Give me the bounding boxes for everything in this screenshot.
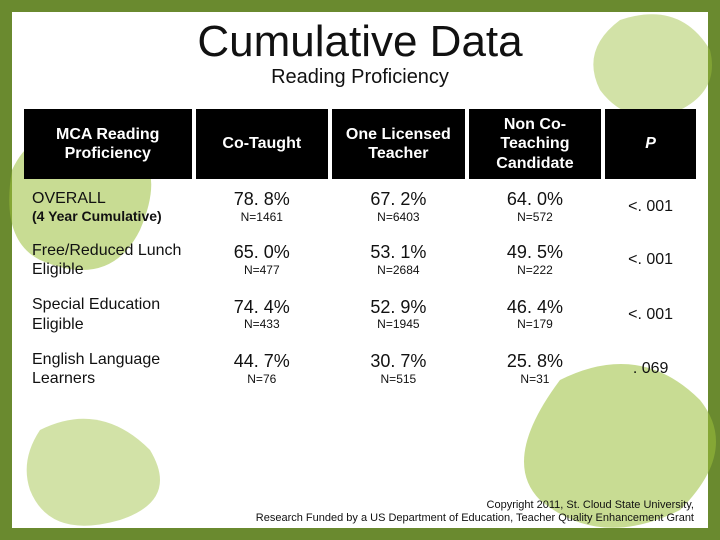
col-header-co-taught: Co-Taught [196, 109, 329, 179]
table-row: Special Education Eligible 74. 4% N=433 … [24, 289, 696, 339]
cell-one-licensed: 30. 7% N=515 [332, 344, 465, 394]
page-title: Cumulative Data [20, 20, 700, 64]
col-header-p: P [605, 109, 696, 179]
row-label: Special Education Eligible [24, 289, 192, 339]
table-header-row: MCA Reading Proficiency Co-Taught One Li… [24, 109, 696, 179]
cell-co-taught: 65. 0% N=477 [196, 235, 329, 285]
table-row: Free/Reduced Lunch Eligible 65. 0% N=477… [24, 235, 696, 285]
cell-non-co-teaching: 64. 0% N=572 [469, 183, 602, 231]
cell-p: <. 001 [605, 183, 696, 231]
cell-one-licensed: 67. 2% N=6403 [332, 183, 465, 231]
table-row: OVERALL (4 Year Cumulative) 78. 8% N=146… [24, 183, 696, 231]
cell-co-taught: 44. 7% N=76 [196, 344, 329, 394]
cell-one-licensed: 52. 9% N=1945 [332, 289, 465, 339]
cell-co-taught: 74. 4% N=433 [196, 289, 329, 339]
proficiency-table: MCA Reading Proficiency Co-Taught One Li… [20, 105, 700, 398]
cell-p: <. 001 [605, 235, 696, 285]
cell-non-co-teaching: 25. 8% N=31 [469, 344, 602, 394]
footer-line2: Research Funded by a US Department of Ed… [20, 512, 694, 526]
row-label: OVERALL (4 Year Cumulative) [24, 183, 192, 231]
slide: Cumulative Data Reading Proficiency MCA … [0, 0, 720, 540]
cell-non-co-teaching: 46. 4% N=179 [469, 289, 602, 339]
page-subtitle: Reading Proficiency [20, 66, 700, 89]
cell-co-taught: 78. 8% N=1461 [196, 183, 329, 231]
footer-line1: Copyright 2011, St. Cloud State Universi… [20, 499, 694, 513]
cell-p: . 069 [605, 344, 696, 394]
row-label: Free/Reduced Lunch Eligible [24, 235, 192, 285]
cell-non-co-teaching: 49. 5% N=222 [469, 235, 602, 285]
footer-credit: Copyright 2011, St. Cloud State Universi… [20, 499, 700, 531]
col-header-label: MCA Reading Proficiency [24, 109, 192, 179]
cell-p: <. 001 [605, 289, 696, 339]
cell-one-licensed: 53. 1% N=2684 [332, 235, 465, 285]
row-label: English Language Learners [24, 344, 192, 394]
table-row: English Language Learners 44. 7% N=76 30… [24, 344, 696, 394]
col-header-non-co-teaching: Non Co-Teaching Candidate [469, 109, 602, 179]
col-header-one-licensed: One Licensed Teacher [332, 109, 465, 179]
